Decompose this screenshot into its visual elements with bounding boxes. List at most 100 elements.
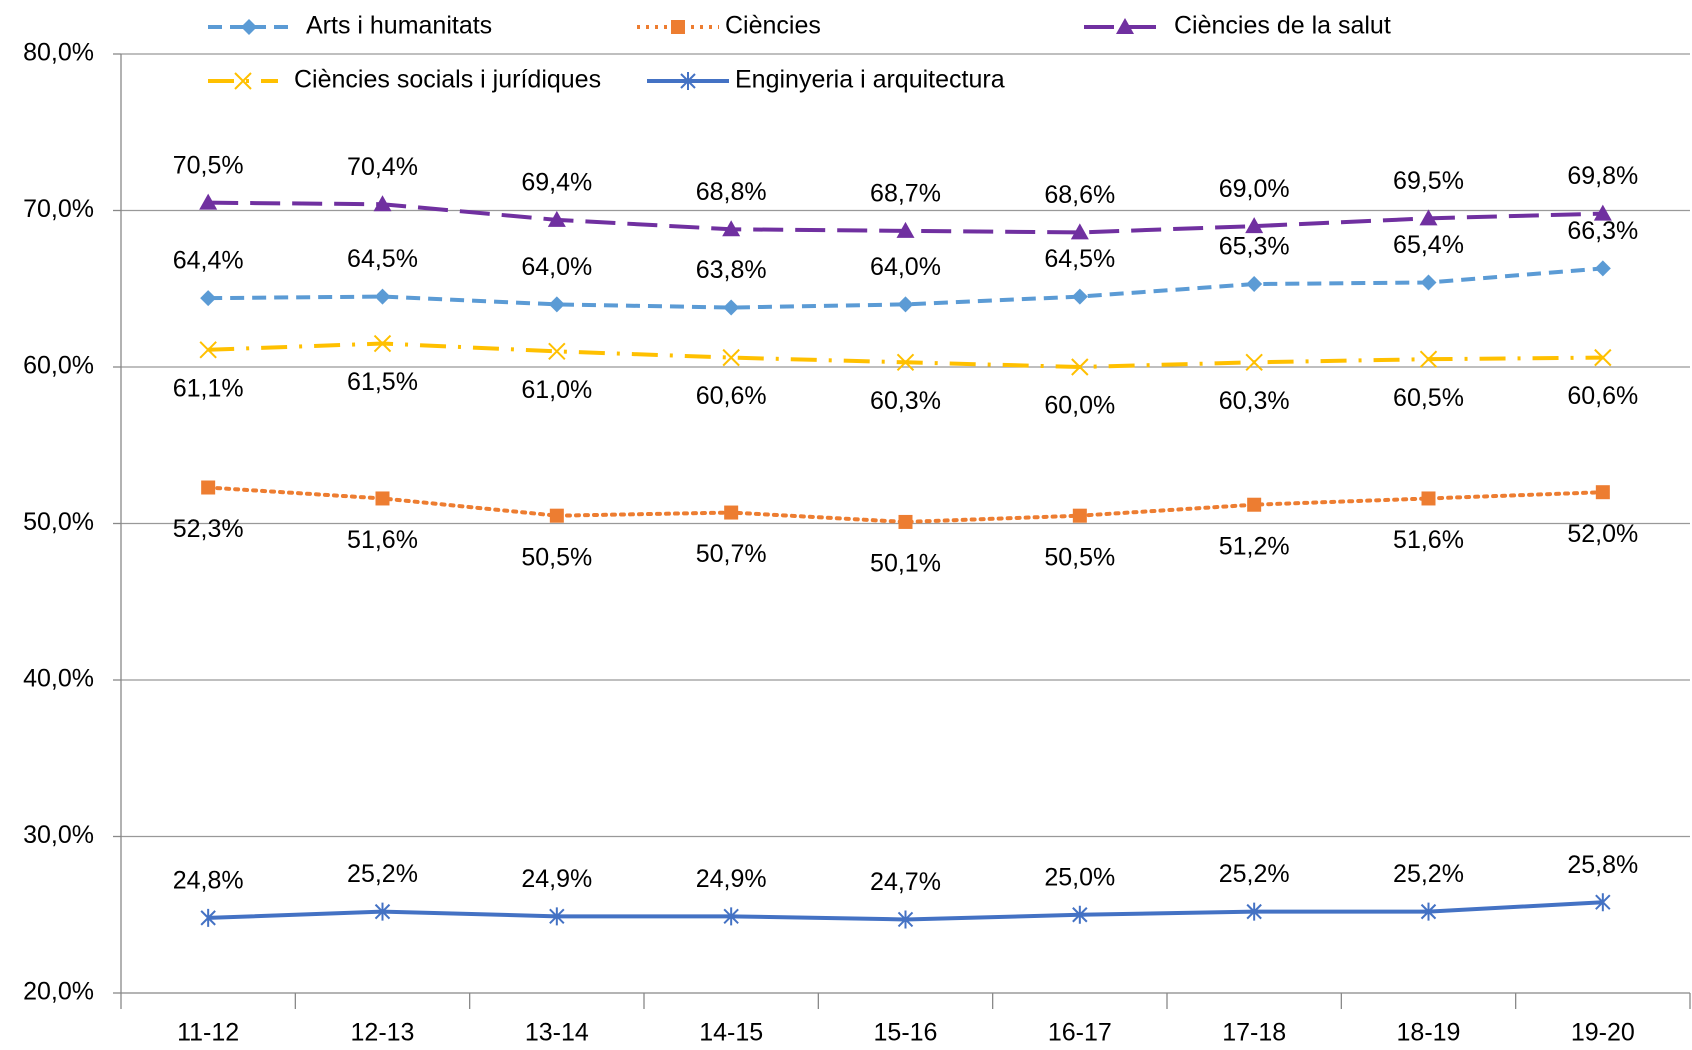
data-label: 68,7% bbox=[870, 179, 941, 207]
data-label: 70,4% bbox=[347, 153, 418, 181]
marker bbox=[373, 195, 392, 212]
data-label: 64,5% bbox=[1044, 245, 1115, 273]
data-label: 25,8% bbox=[1567, 851, 1638, 879]
marker bbox=[680, 72, 696, 90]
data-label: 65,4% bbox=[1393, 231, 1464, 259]
legend-label: Ciències bbox=[725, 12, 821, 40]
data-label: 52,0% bbox=[1567, 520, 1638, 548]
data-label: 60,5% bbox=[1393, 384, 1464, 412]
marker bbox=[200, 908, 216, 927]
series-line bbox=[206, 485, 1605, 524]
data-label: 70,5% bbox=[173, 151, 244, 179]
marker bbox=[724, 505, 739, 520]
data-label: 69,5% bbox=[1393, 167, 1464, 195]
legend-item: Ciències bbox=[637, 12, 821, 40]
marker bbox=[1072, 508, 1087, 523]
marker bbox=[1419, 209, 1438, 226]
x-tick-label: 11-12 bbox=[177, 1019, 239, 1047]
marker bbox=[723, 299, 740, 316]
x-tick-label: 17-18 bbox=[1222, 1019, 1286, 1047]
x-tick-label: 13-14 bbox=[525, 1019, 589, 1047]
marker bbox=[1420, 274, 1437, 291]
data-label: 50,1% bbox=[870, 550, 941, 578]
marker bbox=[548, 296, 565, 313]
x-tick-label: 16-17 bbox=[1048, 1019, 1112, 1047]
data-label: 61,5% bbox=[347, 368, 418, 396]
legend-item: Arts i humanitats bbox=[208, 12, 492, 40]
data-label: 69,4% bbox=[521, 168, 592, 196]
marker bbox=[1594, 348, 1612, 367]
data-label: 60,3% bbox=[870, 387, 941, 415]
marker bbox=[241, 19, 257, 35]
data-label: 25,0% bbox=[1044, 863, 1115, 891]
data-label: 60,0% bbox=[1044, 392, 1115, 420]
marker bbox=[1594, 260, 1611, 277]
y-tick-label: 70,0% bbox=[23, 195, 94, 223]
marker bbox=[722, 220, 741, 237]
data-label: 50,5% bbox=[521, 543, 592, 571]
data-label: 60,3% bbox=[1219, 387, 1290, 415]
data-label: 24,9% bbox=[696, 865, 767, 893]
marker bbox=[374, 902, 391, 921]
data-label: 52,3% bbox=[173, 515, 244, 543]
marker bbox=[1246, 276, 1263, 293]
marker bbox=[199, 193, 218, 210]
data-label: 51,6% bbox=[1393, 526, 1464, 554]
y-tick-label: 40,0% bbox=[23, 665, 94, 693]
marker bbox=[1072, 905, 1088, 924]
marker bbox=[200, 290, 217, 307]
x-tick-label: 14-15 bbox=[699, 1019, 763, 1047]
x-tick-label: 19-20 bbox=[1571, 1019, 1635, 1047]
marker bbox=[897, 296, 914, 313]
data-label: 65,3% bbox=[1219, 233, 1290, 261]
data-label: 63,8% bbox=[696, 256, 767, 284]
legend-item: Enginyeria i arquitectura bbox=[647, 66, 1005, 94]
legend-item: Ciències de la salut bbox=[1084, 12, 1391, 40]
x-tick-label: 18-19 bbox=[1397, 1019, 1461, 1047]
marker bbox=[722, 348, 740, 367]
legend-label: Arts i humanitats bbox=[306, 12, 492, 40]
marker bbox=[1246, 902, 1262, 921]
data-label: 61,0% bbox=[521, 376, 592, 404]
data-label: 24,9% bbox=[521, 865, 592, 893]
data-label: 64,0% bbox=[521, 253, 592, 281]
marker bbox=[234, 72, 252, 90]
x-tick-label: 12-13 bbox=[351, 1019, 415, 1047]
data-label: 60,6% bbox=[696, 382, 767, 410]
marker bbox=[723, 907, 739, 926]
marker bbox=[898, 514, 913, 529]
data-label: 60,6% bbox=[1567, 382, 1638, 410]
legend-label: Ciències socials i jurídiques bbox=[294, 66, 601, 94]
x-tick-label: 15-16 bbox=[874, 1019, 938, 1047]
series-line bbox=[208, 266, 1603, 310]
data-label: 50,5% bbox=[1044, 543, 1115, 571]
marker bbox=[1245, 353, 1263, 372]
marker bbox=[1245, 217, 1264, 234]
data-label: 64,0% bbox=[870, 253, 941, 281]
marker bbox=[1595, 485, 1610, 500]
data-label: 66,3% bbox=[1567, 217, 1638, 245]
data-label: 64,4% bbox=[173, 247, 244, 275]
marker bbox=[547, 210, 566, 227]
marker bbox=[896, 221, 915, 238]
y-tick-label: 60,0% bbox=[23, 352, 94, 380]
data-label: 61,1% bbox=[173, 374, 244, 402]
y-tick-label: 20,0% bbox=[23, 978, 94, 1006]
data-label: 51,6% bbox=[347, 526, 418, 554]
data-label: 24,8% bbox=[173, 866, 244, 894]
data-label: 69,8% bbox=[1567, 162, 1638, 190]
marker bbox=[373, 334, 392, 353]
legend-label: Ciències de la salut bbox=[1174, 12, 1391, 40]
data-label: 68,8% bbox=[696, 178, 767, 206]
data-label: 25,2% bbox=[1219, 860, 1290, 888]
y-tick-label: 50,0% bbox=[23, 508, 94, 536]
marker bbox=[548, 342, 566, 361]
data-label: 25,2% bbox=[1393, 860, 1464, 888]
data-label: 64,5% bbox=[347, 245, 418, 273]
data-label: 50,7% bbox=[696, 540, 767, 568]
marker bbox=[1593, 204, 1612, 221]
marker bbox=[375, 491, 390, 506]
marker bbox=[1070, 223, 1089, 240]
data-label: 68,6% bbox=[1044, 181, 1115, 209]
